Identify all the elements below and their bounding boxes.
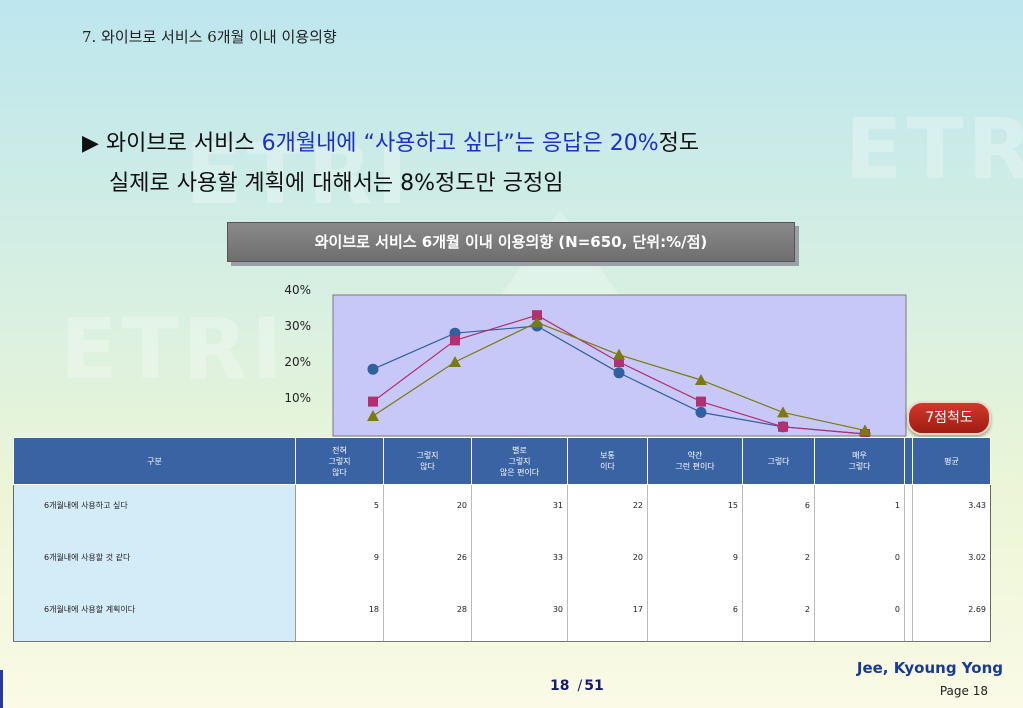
y-tick-label: 10%	[284, 391, 311, 405]
value-cell: 2	[742, 537, 815, 589]
value-cell: 31	[471, 484, 568, 537]
y-tick-label: 30%	[284, 319, 311, 333]
y-tick-label: 40%	[284, 283, 311, 297]
value-cell: 26	[383, 537, 472, 589]
headline-line-1: ▶ 와이브로 서비스 6개월내에 “사용하고 싶다”는 응답은 20%정도	[82, 124, 699, 164]
data-point	[695, 374, 707, 385]
value-cell: 0	[814, 537, 905, 589]
spacer-cell	[904, 589, 913, 642]
page-separator: /	[577, 678, 583, 694]
y-tick-label: 20%	[284, 355, 311, 369]
data-point	[695, 406, 707, 418]
value-cell: 22	[567, 484, 648, 537]
value-cell: 6	[742, 484, 815, 537]
value-cell: 9	[647, 537, 743, 589]
data-point	[859, 424, 871, 436]
headline-text: 와이브로 서비스	[105, 131, 262, 156]
data-table: 구분 전혀 그렇지 않다 그렇지 않다 별로 그렇지 않은 편이다 보통 이다 …	[13, 437, 991, 642]
table-row: 6개월내에 사용할 것 같다 9 26 33 20 9 2 0 3.02	[13, 537, 991, 589]
background-logo: ETRI	[845, 100, 1023, 198]
table-header-spacer	[904, 437, 913, 485]
table-header: 약간 그런 편이다	[647, 437, 743, 485]
background-logo: ETRI	[185, 125, 412, 223]
table-header-category: 구분	[13, 437, 296, 485]
value-cell: 30	[471, 589, 568, 642]
data-point	[531, 316, 543, 328]
total-pages: 51	[584, 678, 604, 694]
data-point	[613, 367, 625, 379]
spacer-cell	[904, 537, 913, 589]
value-cell: 18	[295, 589, 384, 642]
data-point	[778, 421, 788, 432]
data-point	[613, 348, 625, 360]
page-navigation: 18 /51	[550, 678, 604, 694]
table-header: 별로 그렇지 않은 편이다	[471, 437, 568, 485]
data-point	[614, 357, 624, 367]
data-point	[367, 363, 379, 375]
left-edge-bar	[0, 670, 3, 708]
value-cell: 6	[647, 589, 743, 642]
scale-badge: 7점척도	[907, 401, 991, 435]
table-row: 6개월내에 사용할 계획이다 18 28 30 17 6 2 0 2.69	[13, 589, 991, 642]
background-logo: ETRI	[60, 300, 287, 398]
headline: ▶ 와이브로 서비스 6개월내에 “사용하고 싶다”는 응답은 20%정도 실제…	[82, 124, 699, 204]
author-name: Jee, Kyoung Yong	[856, 659, 1003, 677]
average-cell: 3.02	[912, 537, 991, 589]
chart-title: 와이브로 서비스 6개월 이내 이용의향 (N=650, 단위:%/점)	[227, 222, 795, 262]
page-label: Page 18	[939, 684, 988, 698]
headline-text: 정도	[658, 131, 700, 156]
data-point	[449, 356, 461, 367]
data-point	[450, 335, 460, 346]
table-header: 매우 그렇다	[814, 437, 905, 485]
data-point	[368, 396, 378, 407]
bullet-icon: ▶	[82, 131, 99, 156]
value-cell: 20	[383, 484, 472, 537]
average-cell: 3.43	[912, 484, 991, 537]
value-cell: 9	[295, 537, 384, 589]
current-page: 18	[550, 678, 570, 694]
data-point	[696, 396, 706, 407]
series-label: 6개월내에 사용하고 싶다	[13, 484, 296, 537]
value-cell: 33	[471, 537, 568, 589]
value-cell: 20	[567, 537, 648, 589]
spacer-cell	[904, 484, 913, 537]
data-point	[532, 310, 542, 321]
table-header-average: 평균	[912, 437, 991, 485]
series-label: 6개월내에 사용할 것 같다	[13, 537, 296, 589]
table-header: 보통 이다	[567, 437, 648, 485]
data-point	[367, 410, 379, 421]
value-cell: 28	[383, 589, 472, 642]
value-cell: 2	[742, 589, 815, 642]
table-header: 그렇지 않다	[383, 437, 472, 485]
table-row: 6개월내에 사용하고 싶다 5 20 31 22 15 6 1 3.43	[13, 484, 991, 537]
data-point	[777, 406, 789, 418]
value-cell: 15	[647, 484, 743, 537]
value-cell: 5	[295, 484, 384, 537]
headline-highlight: 6개월내에 “사용하고 싶다”는 응답은 20%	[261, 131, 659, 156]
value-cell: 17	[567, 589, 648, 642]
value-cell: 0	[814, 589, 905, 642]
slide-title: 7. 와이브로 서비스 6개월 이내 이용의향	[82, 28, 337, 46]
table-header: 전혀 그렇지 않다	[295, 437, 384, 485]
average-cell: 2.69	[912, 589, 991, 642]
series-label: 6개월내에 사용할 계획이다	[13, 589, 296, 642]
headline-line-2: 실제로 사용할 계획에 대해서는 8%정도만 긍정임	[109, 171, 564, 196]
value-cell: 1	[814, 484, 905, 537]
table-header: 그렇다	[742, 437, 815, 485]
table-header-row: 구분 전혀 그렇지 않다 그렇지 않다 별로 그렇지 않은 편이다 보통 이다 …	[13, 437, 991, 485]
